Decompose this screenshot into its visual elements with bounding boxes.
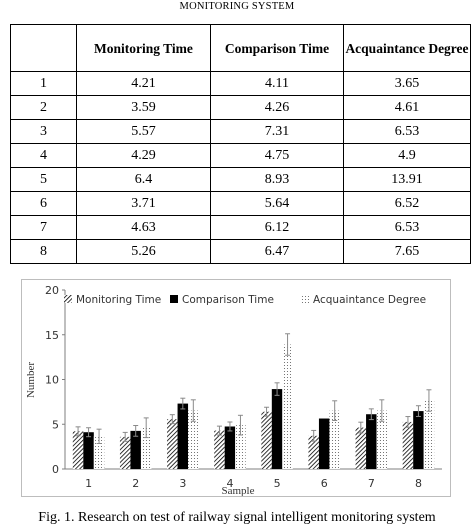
row-index: 6 (10, 191, 77, 216)
x-tick-label: 1 (85, 477, 92, 490)
bar-acquaintance-degree (423, 400, 435, 469)
cell-monitoring-time: 3.71 (76, 191, 211, 216)
bar-monitoring-time (402, 421, 414, 469)
results-table: Monitoring Time Comparison Time Acquaint… (10, 24, 471, 264)
table-row: 6 3.71 5.64 6.52 (10, 191, 471, 216)
y-axis-label: Number (25, 362, 37, 398)
x-tick-label: 3 (179, 477, 186, 490)
row-index: 8 (10, 239, 77, 264)
bar-monitoring-time (119, 436, 131, 469)
cell-monitoring-time: 3.59 (76, 95, 211, 120)
table-row: 3 5.57 7.31 6.53 (10, 119, 471, 144)
y-tick-label: 0 (52, 463, 59, 476)
bar-comparison-time (413, 411, 424, 469)
cell-acquaintance-degree: 6.52 (343, 191, 471, 216)
x-axis-label: Sample (222, 485, 255, 496)
cell-acquaintance-degree: 13.91 (343, 167, 471, 192)
bar-acquaintance-degree (329, 410, 340, 469)
x-tick-label: 8 (415, 477, 422, 490)
bar-acquaintance-degree (376, 410, 388, 469)
bar-monitoring-time (355, 427, 367, 469)
bar-comparison-time (83, 432, 94, 469)
y-tick-label: 5 (52, 418, 59, 431)
cell-monitoring-time: 4.63 (76, 215, 211, 240)
y-tick-label: 10 (45, 374, 59, 387)
bar-comparison-time (318, 418, 330, 469)
figure-caption: Fig. 1. Research on test of railway sign… (38, 510, 436, 525)
table-caption: MONITORING SYSTEM (179, 1, 295, 12)
row-index: 2 (10, 95, 77, 120)
legend-swatch-acquaintance-degree (301, 295, 309, 303)
cell-comparison-time: 5.64 (210, 191, 344, 216)
table-row: 2 3.59 4.26 4.61 (10, 95, 471, 120)
cell-comparison-time: 8.93 (210, 167, 344, 192)
x-tick-label: 7 (368, 477, 375, 490)
row-index: 7 (10, 215, 77, 240)
cell-monitoring-time: 5.26 (76, 239, 211, 264)
x-tick-label: 6 (321, 477, 328, 490)
legend-swatch-monitoring-time (64, 295, 72, 303)
table-row: 4 4.29 4.75 4.9 (10, 143, 471, 168)
bar-comparison-time (130, 430, 141, 469)
legend-label-comparison-time: Comparison Time (182, 294, 274, 306)
table-header-row: Monitoring Time Comparison Time Acquaint… (10, 24, 471, 72)
cell-acquaintance-degree: 3.65 (343, 71, 471, 96)
row-index: 3 (10, 119, 77, 144)
legend-label-monitoring-time: Monitoring Time (76, 294, 161, 306)
cell-comparison-time: 4.26 (210, 95, 344, 120)
bar-acquaintance-degree (235, 425, 246, 469)
legend-swatch-comparison-time (170, 295, 178, 303)
table-row: 1 4.21 4.11 3.65 (10, 71, 471, 96)
table-row: 5 6.4 8.93 13.91 (10, 167, 471, 192)
cell-comparison-time: 6.12 (210, 215, 344, 240)
bar-comparison-time (177, 403, 189, 469)
legend-label-acquaintance-degree: Acquaintance Degree (313, 294, 426, 306)
bar-monitoring-time (261, 411, 272, 469)
cell-comparison-time: 4.11 (210, 71, 344, 96)
cell-monitoring-time: 4.21 (76, 71, 211, 96)
bar-comparison-time (224, 426, 236, 469)
y-tick-label: 15 (45, 329, 59, 342)
x-tick-label: 5 (274, 477, 281, 490)
bar-acquaintance-degree (93, 436, 105, 469)
column-header-comparison-time: Comparison Time (210, 24, 344, 72)
table-row: 8 5.26 6.47 7.65 (10, 239, 471, 264)
cell-comparison-time: 7.31 (210, 119, 344, 144)
bar-acquaintance-degree (188, 410, 199, 469)
cell-acquaintance-degree: 6.53 (343, 119, 471, 144)
cell-monitoring-time: 5.57 (76, 119, 211, 144)
cell-monitoring-time: 6.4 (76, 167, 211, 192)
bar-acquaintance-degree (140, 427, 152, 469)
row-index: 1 (10, 71, 77, 96)
bar-comparison-time (366, 414, 377, 469)
cell-comparison-time: 6.47 (210, 239, 344, 264)
chart-frame: 0 5 10 15 20 Number Sample 1 2 3 4 5 6 7 8 Monitoring T… (21, 279, 451, 497)
cell-acquaintance-degree: 7.65 (343, 239, 471, 264)
column-header-index (10, 24, 77, 72)
cell-acquaintance-degree: 4.9 (343, 143, 471, 168)
bar-monitoring-time (167, 419, 178, 469)
cell-acquaintance-degree: 4.61 (343, 95, 471, 120)
bar-monitoring-time (214, 430, 225, 469)
cell-comparison-time: 4.75 (210, 143, 344, 168)
table-row: 7 4.63 6.12 6.53 (10, 215, 471, 240)
bar-chart: 0 5 10 15 20 Number Sample 1 2 3 4 5 6 7 8 Monitoring T… (25, 284, 442, 496)
x-tick-label: 4 (226, 477, 233, 490)
bar-comparison-time (271, 389, 283, 469)
x-tick-label: 2 (132, 477, 139, 490)
row-index: 5 (10, 167, 77, 192)
column-header-monitoring-time: Monitoring Time (76, 24, 211, 72)
column-header-acquaintance-degree: Acquaintance Degree (343, 24, 471, 72)
cell-acquaintance-degree: 6.53 (343, 215, 471, 240)
row-index: 4 (10, 143, 77, 168)
bar-monitoring-time (72, 431, 84, 469)
bar-acquaintance-degree (282, 344, 293, 469)
cell-monitoring-time: 4.29 (76, 143, 211, 168)
y-tick-label: 20 (45, 284, 59, 297)
bar-monitoring-time (308, 435, 319, 469)
